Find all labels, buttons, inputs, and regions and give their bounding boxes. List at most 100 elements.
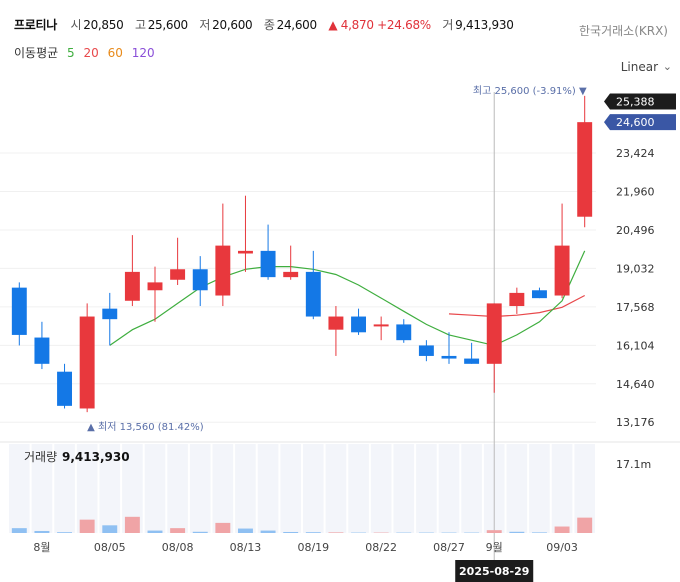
volume-day-band — [257, 444, 279, 533]
last-price-badge-text: 24,600 — [616, 116, 655, 129]
volume-bar — [11, 528, 27, 533]
ma20-line — [448, 294, 585, 318]
volume-day-band — [212, 444, 234, 533]
candle-body — [237, 250, 253, 254]
candle-body — [124, 271, 140, 301]
y-tick-label: 21,960 — [616, 185, 655, 198]
scale-select[interactable]: Linear — [620, 60, 658, 74]
candle-body — [305, 271, 321, 317]
volume-bar — [305, 532, 321, 533]
candle-body — [373, 324, 389, 327]
candle-body — [464, 358, 480, 364]
price-header: 프로티나 시 20,850 고 25,600 저 20,600 종 24,600 ▲ 4… — [14, 16, 522, 33]
x-tick-label: 08/27 — [433, 541, 465, 554]
candle-body — [328, 316, 344, 330]
volume-day-band — [370, 444, 392, 533]
x-tick-label: 08/08 — [162, 541, 194, 554]
candle-body — [554, 245, 570, 296]
x-tick-label: 08/05 — [94, 541, 126, 554]
volume-bar — [260, 530, 276, 533]
volume-bar — [554, 526, 570, 533]
volume-label: 거 — [442, 18, 454, 32]
volume-pane-value: 9,413,930 — [62, 450, 130, 464]
candle-body — [577, 122, 593, 217]
change-percent: +24.68% — [377, 18, 431, 32]
candle-body — [441, 355, 457, 359]
close-value: 24,600 — [276, 18, 318, 32]
moving-average-legend: 이동평균 5 20 60 120 — [14, 44, 160, 61]
stock-name: 프로티나 — [14, 18, 57, 32]
ma-60-toggle[interactable]: 60 — [107, 46, 123, 60]
crosshair-date-tag — [455, 560, 534, 582]
volume-bar — [57, 532, 73, 533]
high-label: 고 — [134, 18, 146, 32]
volume-bar — [124, 516, 140, 533]
max-price-annotation: 최고 25,600 (-3.91%) ▼ — [473, 85, 587, 97]
volume-bar — [283, 531, 299, 533]
volume-day-band — [438, 444, 460, 533]
x-tick-label: 09/03 — [546, 541, 578, 554]
moving-average-label: 이동평균 — [14, 46, 59, 60]
volume-day-band — [99, 444, 121, 533]
volume-bar — [486, 530, 502, 533]
volume-day-band — [393, 444, 415, 533]
volume-bar — [328, 532, 344, 533]
volume-day-band — [280, 444, 301, 533]
volume-bar — [509, 531, 525, 533]
volume-bar — [79, 519, 95, 533]
ma-5-toggle[interactable]: 5 — [67, 46, 75, 60]
high-value: 25,600 — [147, 18, 189, 32]
candle-body — [170, 269, 186, 280]
open-value: 20,850 — [83, 18, 124, 32]
volume-day-band — [54, 444, 75, 533]
change-value: ▲ 4,870 — [328, 18, 374, 32]
candle-body — [11, 287, 27, 335]
candle-body — [509, 292, 525, 307]
candle-body — [283, 271, 299, 278]
volume-day-band — [348, 444, 369, 533]
y-tick-label: 16,104 — [616, 339, 655, 352]
candle-body — [486, 303, 502, 364]
candle-body — [260, 250, 276, 278]
candle-body — [147, 282, 163, 291]
chevron-down-icon[interactable]: ⌄ — [662, 60, 672, 73]
exchange-name: 한국거래소(KRX) — [579, 24, 668, 38]
candle-body — [351, 316, 367, 333]
ma-20-toggle[interactable]: 20 — [83, 46, 99, 60]
ma5-line — [109, 250, 586, 347]
volume-bar — [577, 517, 593, 533]
crosshair-date-text: 2025-08-29 — [459, 565, 529, 578]
ma-120-toggle[interactable]: 120 — [131, 46, 155, 60]
volume-day-band — [167, 444, 188, 533]
volume-bar — [170, 528, 186, 533]
y-tick-label: 19,032 — [616, 262, 655, 275]
min-price-annotation: ▲ 최저 13,560 (81.42%) — [87, 421, 204, 433]
y-tick-label: 14,640 — [616, 378, 655, 391]
volume-bar — [147, 530, 163, 533]
y-tick-label: 13,176 — [616, 416, 655, 429]
x-tick-label: 8월 — [33, 541, 50, 554]
volume-pane-label: 거래량 — [24, 450, 57, 464]
volume-day-band — [76, 444, 98, 533]
volume-bar — [531, 532, 547, 533]
volume-day-band — [303, 444, 324, 533]
high-price-badge — [604, 93, 676, 110]
volume-day-band — [325, 444, 347, 533]
volume-tick-label: 17.1m — [616, 458, 651, 471]
close-label: 종 — [263, 18, 275, 32]
candle-body — [396, 324, 412, 341]
candle-body — [215, 245, 231, 296]
y-tick-label: 20,496 — [616, 224, 655, 237]
volume-bar — [237, 528, 253, 533]
volume-bar — [215, 522, 231, 533]
candle-body — [418, 345, 434, 356]
volume-bar — [192, 531, 208, 533]
high-price-badge-text: 25,388 — [616, 95, 655, 108]
last-price-badge — [604, 114, 676, 131]
volume-value: 9,413,930 — [455, 18, 514, 32]
volume-day-band — [235, 444, 256, 533]
volume-day-band — [144, 444, 166, 533]
volume-day-band — [506, 444, 528, 533]
volume-day-band — [9, 444, 30, 533]
